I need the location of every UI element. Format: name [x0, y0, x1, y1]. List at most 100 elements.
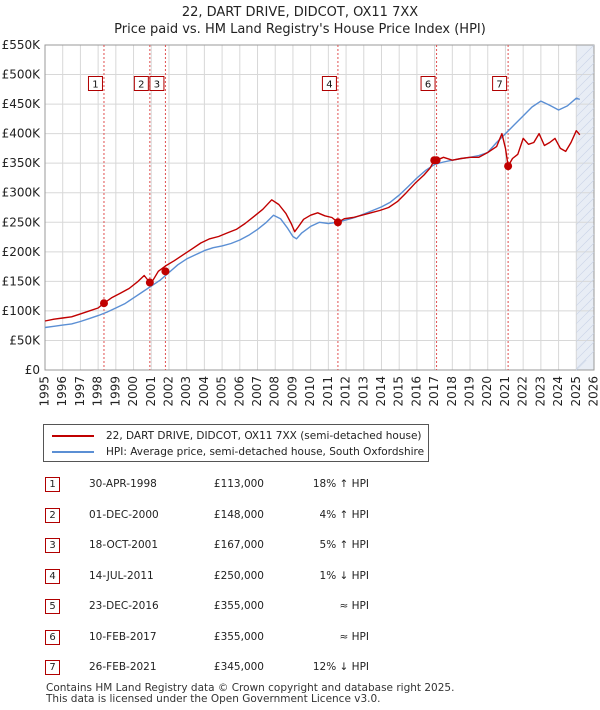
future-hatch [576, 80, 595, 99]
transaction-marker-label: 3 [154, 80, 160, 91]
x-tick-label: 2004 [197, 376, 211, 407]
transaction-point [161, 267, 170, 276]
legend-item-hpi: HPI: Average price, semi-detached house,… [52, 444, 424, 460]
transaction-hpi-comparison: ≈ HPI [339, 630, 369, 643]
y-tick-label: £100K [2, 304, 42, 318]
future-shading [576, 45, 594, 370]
transaction-number: 7 [45, 660, 60, 675]
transaction-price: £355,000 [213, 600, 264, 612]
x-tick-label: 1999 [108, 376, 122, 407]
transaction-price: £345,000 [213, 661, 264, 673]
x-tick-label: 2019 [463, 376, 477, 407]
transaction-point [504, 162, 513, 171]
x-tick-label: 2014 [374, 376, 388, 407]
future-hatch [576, 287, 595, 306]
future-hatch [576, 332, 595, 351]
y-tick-label: £250K [2, 215, 42, 229]
x-tick-label: 2025 [569, 376, 583, 407]
x-tick-label: 2002 [161, 376, 175, 407]
y-tick-label: £400K [2, 127, 42, 141]
future-hatch [576, 296, 595, 315]
x-tick-label: 2005 [215, 376, 229, 407]
future-hatch [576, 305, 595, 324]
transaction-date: 30-APR-1998 [89, 478, 157, 490]
future-hatch [576, 341, 595, 360]
x-tick-label: 1998 [91, 376, 105, 407]
transaction-date: 23-DEC-2016 [89, 600, 159, 612]
future-hatch [576, 260, 595, 279]
transaction-marker-box [87, 76, 103, 91]
x-tick-label: 2007 [250, 376, 264, 407]
transaction-price: £167,000 [213, 539, 264, 551]
x-tick-label: 2020 [480, 376, 494, 407]
x-tick-label: 2023 [533, 376, 547, 407]
future-hatch [576, 350, 595, 369]
transaction-date: 10-FEB-2017 [89, 630, 157, 643]
transaction-marker-label: 6 [425, 80, 431, 91]
x-tick-label: 2016 [409, 376, 423, 407]
x-tick-label: 2011 [321, 376, 335, 407]
transaction-hpi-comparison: 18% ↑ HPI [312, 478, 369, 490]
transaction-marker-label: 7 [496, 80, 502, 91]
future-hatch [576, 197, 595, 216]
transaction-date: 14-JUL-2011 [89, 569, 154, 582]
x-tick-label: 2009 [285, 376, 299, 407]
transaction-hpi-comparison: ≈ HPI [339, 600, 369, 612]
future-hatch [576, 179, 595, 198]
transaction-date: 01-DEC-2000 [89, 508, 159, 521]
future-hatch [576, 44, 595, 63]
y-tick-label: £0 [25, 363, 40, 377]
future-hatch [576, 368, 578, 371]
legend-swatch-property [52, 435, 94, 437]
transactions-table: 1 30-APR-1998 £113,000 18% ↑ HPI 2 01-DEC-200… [43, 472, 463, 686]
legend-item-property: 22, DART DRIVE, DIDCOT, OX11 7XX (semi-d… [52, 428, 422, 444]
hpi-line [44, 97, 581, 329]
table-row: 2 01-DEC-2000 £148,000 4% ↑ HPI [43, 503, 463, 534]
transaction-marker-box [420, 76, 436, 91]
table-row: 6 10-FEB-2017 £355,000 ≈ HPI [43, 625, 463, 656]
y-tick-label: £50K [9, 333, 41, 347]
future-hatch [576, 323, 595, 342]
y-tick-label: £500K [2, 68, 42, 82]
transaction-marker-box [149, 76, 165, 91]
transaction-date: 26-FEB-2021 [89, 661, 157, 673]
future-hatch [576, 53, 595, 72]
x-tick-label: 1996 [55, 376, 69, 407]
future-hatch [576, 89, 595, 108]
table-row: 3 18-OCT-2001 £167,000 5% ↑ HPI [43, 533, 463, 564]
footer-licence: This data is licensed under the Open Gov… [46, 693, 381, 705]
transaction-marker-label: 2 [138, 80, 144, 91]
transaction-price: £355,000 [213, 630, 264, 643]
y-tick-label: £350K [2, 156, 42, 170]
transaction-number: 1 [45, 477, 60, 492]
table-row: 4 14-JUL-2011 £250,000 1% ↓ HPI [43, 564, 463, 595]
transaction-marker-label: 4 [326, 80, 332, 91]
transaction-number: 6 [45, 629, 60, 645]
chart-title: 22, DART DRIVE, DIDCOT, OX11 7XX [181, 5, 419, 20]
transaction-price: £113,000 [213, 478, 264, 490]
future-hatch [576, 314, 595, 333]
future-hatch [576, 125, 595, 144]
future-hatch [576, 215, 595, 234]
transaction-hpi-comparison: 12% ↓ HPI [312, 661, 369, 673]
future-hatch [576, 206, 595, 225]
future-hatch [576, 134, 595, 153]
x-tick-label: 2024 [551, 376, 565, 407]
transaction-hpi-comparison: 1% ↓ HPI [319, 569, 369, 582]
future-hatch [576, 152, 595, 171]
transaction-number: 4 [45, 568, 60, 584]
transaction-point [99, 299, 108, 308]
price-chart: £0 £50K £100K £150K £200K £250K £300K £350K £400… [2, 38, 600, 407]
x-tick-label: 1997 [73, 376, 87, 407]
transaction-point [145, 278, 154, 287]
x-tick-label: 2026 [587, 376, 600, 407]
x-tick-label: 2021 [498, 376, 512, 407]
future-hatch [576, 143, 595, 162]
y-tick-label: £550K [2, 38, 42, 52]
future-hatch [576, 359, 587, 371]
future-hatch [576, 278, 595, 297]
transaction-number: 3 [45, 538, 60, 553]
future-hatch [576, 233, 595, 252]
x-tick-label: 2012 [339, 376, 353, 407]
transaction-hpi-comparison: 5% ↑ HPI [319, 539, 369, 551]
